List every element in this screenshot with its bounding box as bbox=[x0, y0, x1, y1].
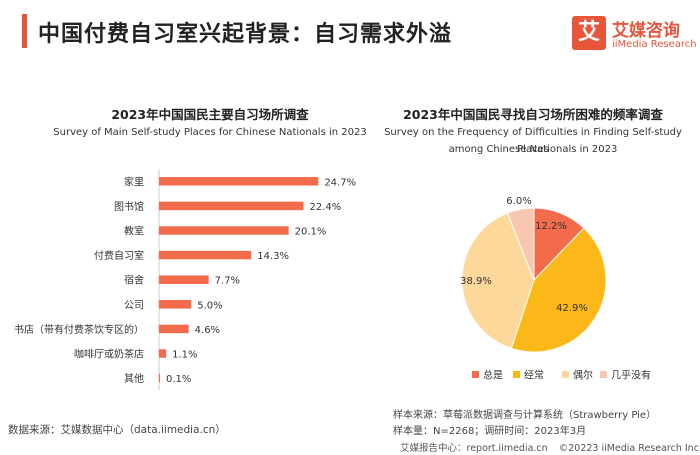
page-title: 中国付费自习室兴起背景：自习需求外溢 bbox=[38, 22, 453, 47]
logo-name-cn: 艾媒咨询 bbox=[612, 21, 680, 41]
pie-slice-3 bbox=[506, 207, 535, 281]
pie-value-label: 6.0% bbox=[506, 196, 531, 207]
bar-value-label: 14.3% bbox=[257, 251, 289, 262]
legend-label: 几乎没有 bbox=[611, 369, 651, 382]
pie-chart-subtitle-line1: Survey on the Frequency of Difficulties … bbox=[384, 127, 682, 155]
bar-8 bbox=[159, 373, 160, 383]
bar-6 bbox=[159, 324, 189, 334]
data-source: 数据来源：艾媒数据中心（data.iimedia.cn） bbox=[8, 424, 226, 436]
brand-logo: 艾 艾媒咨询 iiMedia Research bbox=[572, 14, 697, 56]
bar-value-label: 0.1% bbox=[166, 374, 191, 385]
bar-category-label: 家里 bbox=[124, 175, 144, 188]
bar-category-label: 公司 bbox=[124, 300, 144, 311]
bar-1 bbox=[159, 201, 304, 211]
bar-chart-subtitle: Survey of Main Self-study Places for Chi… bbox=[53, 127, 367, 138]
bar-category-label: 付费自习室 bbox=[94, 249, 144, 262]
pie-slice-1 bbox=[510, 227, 607, 353]
legend-label: 偶尔 bbox=[573, 369, 593, 382]
logo-mark: 艾 bbox=[572, 16, 606, 50]
sample-source: 样本来源：草莓派数据调查与计算系统（Strawberry Pie） bbox=[393, 410, 657, 421]
bar-category-label: 咖啡厅或奶茶店 bbox=[74, 348, 144, 361]
pie-chart-title: 2023年中国国民寻找自习场所困难的频率调查 bbox=[403, 107, 663, 122]
pie-slice-0 bbox=[533, 207, 585, 282]
bar-value-label: 5.0% bbox=[197, 300, 222, 311]
report-center-link[interactable]: 艾媒报告中心：report.iimedia.cn bbox=[400, 443, 548, 454]
bar-category-label: 宿舍 bbox=[124, 274, 144, 287]
bar-value-label: 24.7% bbox=[324, 177, 356, 188]
pie-slice-2 bbox=[461, 212, 535, 349]
bar-7 bbox=[159, 349, 167, 358]
logo-name-en: iiMedia Research bbox=[612, 39, 697, 50]
bar-3 bbox=[159, 250, 252, 260]
legend-swatch bbox=[600, 371, 607, 378]
legend-swatch bbox=[472, 371, 479, 378]
bar-category-label: 图书馆 bbox=[114, 200, 144, 213]
legend-swatch bbox=[513, 371, 520, 378]
bar-value-label: 4.6% bbox=[195, 325, 220, 336]
legend-label: 经常 bbox=[524, 369, 544, 382]
bar-4 bbox=[159, 275, 209, 284]
bar-value-label: 7.7% bbox=[215, 276, 240, 287]
pie-value-label: 12.2% bbox=[535, 221, 567, 232]
bar-category-label: 教室 bbox=[124, 225, 144, 238]
sample-size: 样本量：N=2268；调研时间：2023年3月 bbox=[393, 426, 587, 437]
bar-2 bbox=[159, 226, 289, 235]
copyright: ©20223 iiMedia Research Inc bbox=[558, 443, 699, 454]
pie-value-label: 38.9% bbox=[460, 276, 492, 287]
report-footer: 艾媒报告中心：report.iimedia.cn ©20223 iiMedia … bbox=[400, 440, 699, 454]
bar-5 bbox=[159, 300, 192, 309]
bar-category-label: 书店（带有付费茶饮专区的） bbox=[14, 323, 144, 336]
title-accent-bar bbox=[22, 14, 27, 48]
pie-chart-subtitle-line2: among Chinese Nationals in 2023 bbox=[448, 144, 618, 155]
bar-value-label: 1.1% bbox=[172, 350, 197, 361]
legend-label: 总是 bbox=[483, 369, 503, 382]
bar-0 bbox=[159, 177, 319, 186]
legend-swatch bbox=[562, 371, 569, 378]
bar-category-label: 其他 bbox=[124, 372, 144, 385]
bar-value-label: 20.1% bbox=[295, 227, 327, 238]
bar-chart-title: 2023年中国国民主要自习场所调查 bbox=[111, 107, 309, 122]
bar-value-label: 22.4% bbox=[309, 202, 341, 213]
pie-value-label: 42.9% bbox=[556, 303, 588, 314]
